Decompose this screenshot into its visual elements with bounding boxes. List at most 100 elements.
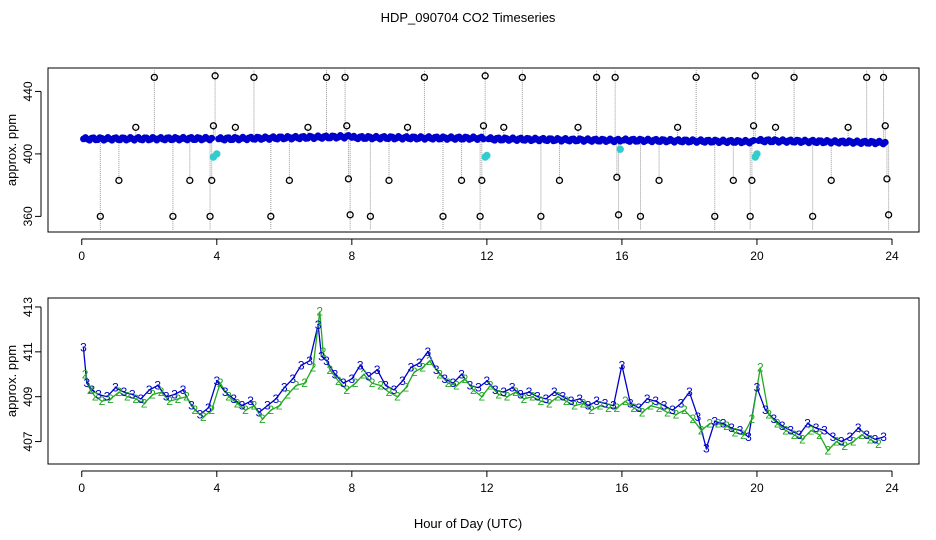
series-3-marker: 3: [281, 381, 288, 395]
series-3-marker: 3: [298, 358, 305, 372]
series-3-marker: 3: [830, 430, 837, 444]
series-3-marker: 3: [779, 419, 786, 433]
series-2-marker: 2: [858, 428, 865, 442]
series-2-marker: 2: [588, 403, 595, 417]
series-2-marker: 2: [234, 396, 241, 410]
top-x-tick-label: 8: [348, 249, 355, 263]
outlier-point: [655, 176, 663, 185]
series-2-marker: 2: [92, 390, 99, 404]
series-3-marker: 3: [754, 381, 761, 395]
series-3-marker: 3: [585, 399, 592, 413]
series-2-marker: 2: [825, 444, 832, 458]
series-2-marker: 2: [529, 390, 536, 404]
series-3-marker: 3: [737, 423, 744, 437]
outlier-point: [809, 212, 817, 221]
outlier-point: [385, 176, 393, 185]
series-2-marker: 2: [597, 399, 604, 413]
series-2-marker: 2: [723, 419, 730, 433]
series-2-marker: 2: [808, 423, 815, 437]
outlier-point: [537, 212, 545, 221]
series-2-marker: 2: [343, 383, 350, 397]
series-3-marker: 3: [644, 392, 651, 406]
series-2-marker: 2: [833, 435, 840, 449]
outlier-point: [751, 72, 759, 80]
series-2-marker: 2: [411, 365, 418, 379]
series-2-marker: 2: [774, 417, 781, 431]
top-x-tick-label: 12: [480, 249, 494, 263]
outlier-point: [884, 211, 893, 219]
series-3-marker: 3: [484, 374, 491, 388]
series-2-marker: 2: [394, 390, 401, 404]
series-2-marker: 2: [208, 403, 215, 417]
bottom-series-lines: [82, 311, 884, 452]
series-3-marker: 3: [838, 435, 845, 449]
outlier-point: [749, 122, 758, 130]
outlier-point: [790, 73, 798, 82]
outlier-point: [304, 123, 312, 132]
top-y-tick-label: 360: [21, 206, 35, 226]
top-x-tick-label: 24: [885, 249, 899, 263]
series-2-marker: 2: [183, 390, 190, 404]
top-y-tick-label: 400: [21, 144, 35, 164]
outlier-point: [729, 176, 737, 185]
top-x-tick-label: 16: [615, 249, 629, 263]
outlier-point: [574, 123, 582, 132]
series-3-marker: 3: [382, 378, 389, 392]
series-3-marker: 3: [348, 372, 355, 386]
top-y-axis-label: approx. ppm: [4, 114, 19, 186]
series-3-marker: 3: [703, 441, 710, 455]
series-3-marker: 3: [306, 354, 313, 368]
outlier-point: [518, 73, 526, 82]
series-3-marker: 3: [408, 361, 415, 375]
series-2-line: [84, 311, 879, 452]
series-2-marker: 2: [715, 417, 722, 431]
series-2-marker: 2: [875, 437, 882, 451]
series-2-marker: 2: [200, 410, 207, 424]
series-3-marker: 3: [762, 403, 769, 417]
top-outlier-points: [96, 72, 893, 221]
series-2-marker: 2: [689, 412, 696, 426]
series-2-marker: 2: [673, 408, 680, 422]
series-2-marker: 2: [301, 376, 308, 390]
outlier-point: [844, 123, 852, 132]
series-2-marker: 2: [166, 394, 173, 408]
series-3-marker: 3: [332, 367, 339, 381]
series-3-marker: 3: [534, 390, 541, 404]
series-2-marker: 2: [546, 396, 553, 410]
series-3-marker: 3: [230, 392, 237, 406]
outlier-point: [208, 176, 216, 185]
top-x-tick-label: 4: [213, 249, 220, 263]
series-3-marker: 3: [374, 363, 381, 377]
bottom-y-tick-label: 413: [21, 297, 35, 317]
outlier-point: [673, 123, 682, 132]
series-3-marker: 3: [323, 354, 330, 368]
series-2-marker: 2: [538, 394, 545, 408]
outlier-point: [186, 176, 194, 185]
series-3-marker: 3: [171, 387, 178, 401]
series-2-marker: 2: [639, 405, 646, 419]
series-2-marker: 2: [352, 376, 359, 390]
series-2-marker: 2: [426, 354, 433, 368]
series-2-marker: 2: [504, 390, 511, 404]
top-main-series: [80, 132, 889, 148]
series-2-marker: 2: [630, 401, 637, 415]
series-3-marker: 3: [467, 378, 474, 392]
series-3-marker: 3: [247, 394, 254, 408]
series-2-marker: 2: [622, 394, 629, 408]
outlier-point: [692, 73, 700, 82]
outlier-point: [481, 72, 489, 80]
series-3-marker: 3: [821, 423, 828, 437]
series-2-marker: 2: [158, 385, 165, 399]
series-3-marker: 3: [180, 383, 187, 397]
outlier-point: [341, 73, 349, 82]
series-3-marker: 3: [340, 376, 347, 390]
outlier-point: [748, 176, 756, 185]
series-2-marker: 2: [293, 378, 300, 392]
outlier-point: [439, 212, 447, 221]
series-3-marker: 3: [576, 392, 583, 406]
outlier-point: [267, 212, 275, 221]
series-2-marker: 2: [116, 385, 123, 399]
series-2-marker: 2: [316, 304, 323, 318]
series-2-marker: 2: [82, 367, 89, 381]
